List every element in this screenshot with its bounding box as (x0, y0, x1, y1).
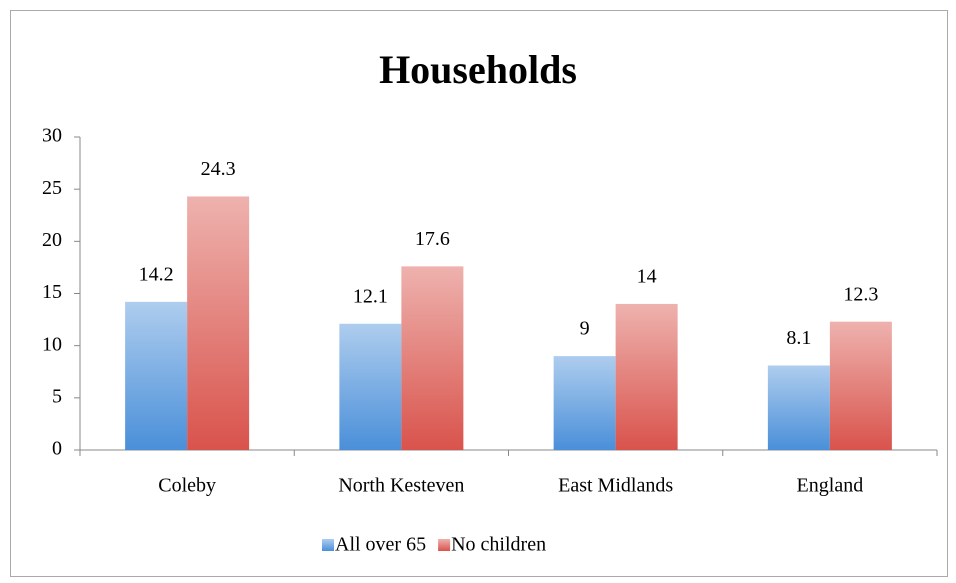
bar (553, 356, 616, 450)
x-tick-label: Coleby (158, 475, 216, 497)
y-tick-label: 0 (52, 438, 62, 460)
chart-title: Households (379, 47, 577, 92)
data-label: 12.1 (353, 285, 388, 307)
data-label: 14 (637, 266, 657, 288)
data-label: 12.3 (843, 283, 878, 305)
y-tick-label: 15 (42, 281, 62, 303)
y-tick-label: 5 (52, 385, 62, 407)
bar (187, 196, 250, 450)
bar (339, 323, 402, 450)
y-tick-label: 10 (42, 333, 62, 355)
legend-swatch (322, 539, 334, 551)
chart-border (10, 10, 948, 577)
x-tick-label: North Kesteven (338, 475, 464, 497)
bar (401, 266, 464, 450)
y-tick-label: 25 (42, 177, 62, 199)
y-tick-label: 30 (42, 125, 62, 147)
y-tick-label: 20 (42, 229, 62, 251)
bar (767, 365, 830, 450)
legend-label: No children (451, 534, 546, 556)
legend-label: All over 65 (335, 534, 426, 556)
data-label: 8.1 (786, 327, 811, 349)
legend-swatch (438, 539, 451, 551)
bar (829, 321, 892, 450)
data-label: 14.2 (139, 263, 174, 285)
data-label: 17.6 (415, 228, 450, 250)
x-tick-label: East Midlands (558, 475, 673, 497)
bar (615, 303, 678, 450)
data-label: 9 (580, 318, 590, 340)
data-label: 24.3 (201, 158, 236, 180)
bar (125, 301, 188, 450)
x-tick-label: England (797, 475, 864, 497)
